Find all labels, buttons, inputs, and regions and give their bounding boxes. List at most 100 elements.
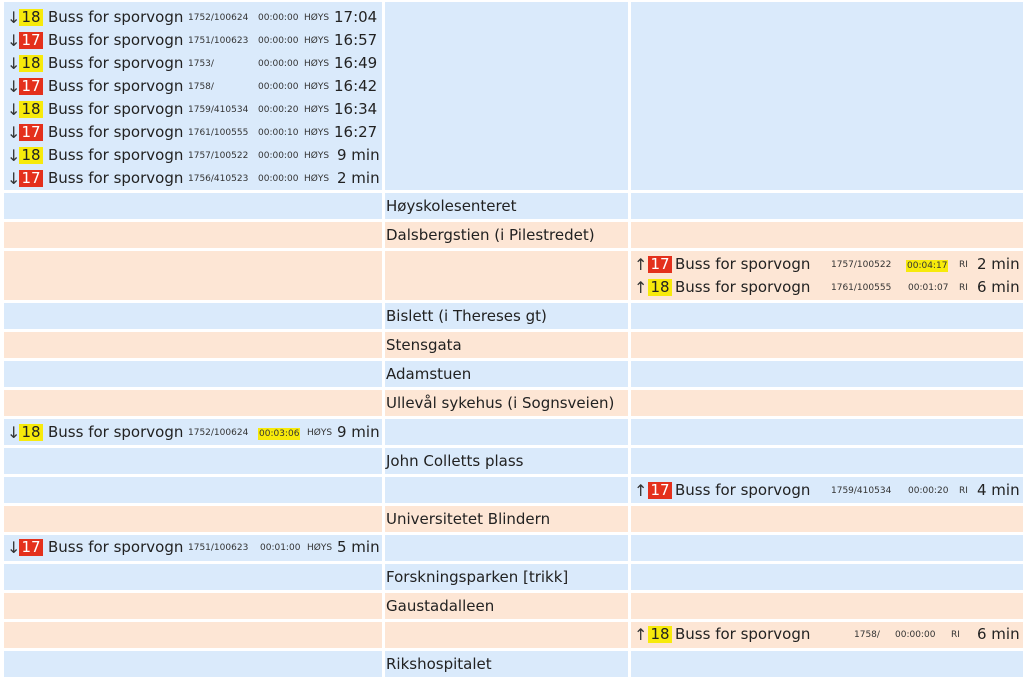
arrow-up-icon: ↑	[634, 481, 648, 500]
line-badge: 18	[19, 9, 43, 26]
vehicle-id: 1757/100522	[188, 151, 249, 161]
board-row: Ullevål sykehus (i Sognsveien)	[0, 390, 1027, 416]
departure-time: 9 min	[337, 423, 380, 441]
position: HØYS	[304, 174, 330, 184]
board-row: ↑ 17 Buss for sporvogn 1757/100522 00:04…	[0, 251, 1027, 300]
destination: Buss for sporvogn	[48, 8, 184, 26]
line-badge: 18	[648, 279, 672, 296]
up-departures-cell	[631, 2, 1023, 190]
arrow-down-icon: ↓	[7, 77, 21, 96]
vehicle-id: 1758/	[188, 82, 214, 92]
delay: 00:00:00	[258, 151, 299, 161]
delay: 00:03:06	[258, 428, 301, 440]
board-row: Høyskolesenteret	[0, 193, 1027, 219]
board-row: John Colletts plass	[0, 448, 1027, 474]
departure-time: 2 min	[977, 255, 1020, 273]
vehicle-id: 1752/100624	[188, 428, 249, 438]
board-row: Adamstuen	[0, 361, 1027, 387]
vehicle-id: 1757/100522	[831, 260, 892, 270]
up-departures-cell: ↑ 17 Buss for sporvogn 1759/410534 00:00…	[631, 477, 1023, 503]
up-departures-cell: ↑ 17 Buss for sporvogn 1757/100522 00:04…	[631, 251, 1023, 300]
position: HØYS	[304, 82, 330, 92]
stop-cell	[385, 2, 628, 190]
position: HØYS	[304, 128, 330, 138]
delay: 00:01:00	[260, 543, 301, 553]
departure-time: 5 min	[337, 538, 380, 556]
arrow-down-icon: ↓	[7, 123, 21, 142]
arrow-down-icon: ↓	[7, 423, 21, 442]
departure-time: 6 min	[977, 278, 1020, 296]
stop-name[interactable]: Ullevål sykehus (i Sognsveien)	[386, 394, 615, 412]
vehicle-id: 1761/100555	[188, 128, 249, 138]
arrow-down-icon: ↓	[7, 8, 21, 27]
destination: Buss for sporvogn	[48, 538, 184, 556]
arrow-up-icon: ↑	[634, 255, 648, 274]
stop-name[interactable]: Høyskolesenteret	[386, 197, 517, 215]
departure-time: 17:04	[334, 8, 378, 26]
up-departures-cell: ↑ 18 Buss for sporvogn 1758/ 00:00:00 RI…	[631, 622, 1023, 648]
departure-time: 9 min	[337, 146, 380, 164]
vehicle-id: 1758/	[854, 630, 880, 640]
stop-name[interactable]: Dalsbergstien (i Pilestredet)	[386, 226, 595, 244]
delay: 00:00:00	[258, 174, 299, 184]
down-departures-cell: ↓ 17 Buss for sporvogn 1751/100623 00:01…	[4, 535, 382, 561]
line-badge: 17	[19, 32, 43, 49]
stop-name[interactable]: Universitetet Blindern	[386, 510, 551, 528]
delay: 00:00:00	[258, 82, 299, 92]
vehicle-id: 1753/	[188, 59, 214, 69]
stop-name[interactable]: John Colletts plass	[386, 452, 524, 470]
delay: 00:00:20	[258, 105, 299, 115]
stop-name[interactable]: Stensgata	[386, 336, 462, 354]
stop-name[interactable]: Gaustadalleen	[386, 597, 495, 615]
departure-time: 4 min	[977, 481, 1020, 499]
down-departures-cell: ↓ 18 Buss for sporvogn 1752/100624 00:00…	[4, 2, 382, 190]
stop-name[interactable]: Forskningsparken [trikk]	[386, 568, 569, 586]
delay: 00:00:00	[258, 13, 299, 23]
line-badge: 18	[19, 424, 43, 441]
destination: Buss for sporvogn	[48, 31, 184, 49]
destination: Buss for sporvogn	[48, 169, 184, 187]
departure-time: 6 min	[977, 625, 1020, 643]
destination: Buss for sporvogn	[675, 278, 811, 296]
board-row: Bislett (i Thereses gt)	[0, 303, 1027, 329]
arrow-down-icon: ↓	[7, 169, 21, 188]
board-row: Stensgata	[0, 332, 1027, 358]
delay: 00:00:20	[908, 486, 949, 496]
arrow-up-icon: ↑	[634, 625, 648, 644]
board-row: Forskningsparken [trikk]	[0, 564, 1027, 590]
stop-name[interactable]: Bislett (i Thereses gt)	[386, 307, 547, 325]
departure-time: 2 min	[337, 169, 380, 187]
destination: Buss for sporvogn	[675, 625, 811, 643]
board-row: ↑ 18 Buss for sporvogn 1758/ 00:00:00 RI…	[0, 622, 1027, 648]
vehicle-id: 1756/410523	[188, 174, 249, 184]
board-row: ↓ 18 Buss for sporvogn 1752/100624 00:03…	[0, 419, 1027, 445]
destination: Buss for sporvogn	[48, 123, 184, 141]
line-badge: 17	[19, 124, 43, 141]
stop-name[interactable]: Rikshospitalet	[386, 655, 492, 673]
position: HØYS	[304, 13, 330, 23]
arrow-down-icon: ↓	[7, 54, 21, 73]
stop-name[interactable]: Adamstuen	[386, 365, 472, 383]
vehicle-id: 1759/410534	[831, 486, 892, 496]
line-badge: 18	[19, 55, 43, 72]
position: HØYS	[307, 543, 333, 553]
arrow-down-icon: ↓	[7, 31, 21, 50]
destination: Buss for sporvogn	[48, 54, 184, 72]
board-row: Rikshospitalet	[0, 651, 1027, 677]
board-row: ↑ 17 Buss for sporvogn 1759/410534 00:00…	[0, 477, 1027, 503]
position: RI	[959, 283, 968, 293]
board-row: ↓ 18 Buss for sporvogn 1752/100624 00:00…	[0, 2, 1027, 190]
destination: Buss for sporvogn	[48, 100, 184, 118]
line-badge: 17	[19, 78, 43, 95]
destination: Buss for sporvogn	[675, 255, 811, 273]
delay: 00:01:07	[908, 283, 949, 293]
down-departures-cell: ↓ 18 Buss for sporvogn 1752/100624 00:03…	[4, 419, 382, 445]
position: RI	[959, 260, 968, 270]
destination: Buss for sporvogn	[48, 77, 184, 95]
delay: 00:00:00	[258, 59, 299, 69]
departure-time: 16:42	[334, 77, 378, 95]
line-badge: 17	[648, 482, 672, 499]
delay: 00:00:10	[258, 128, 299, 138]
delay: 00:00:00	[258, 36, 299, 46]
